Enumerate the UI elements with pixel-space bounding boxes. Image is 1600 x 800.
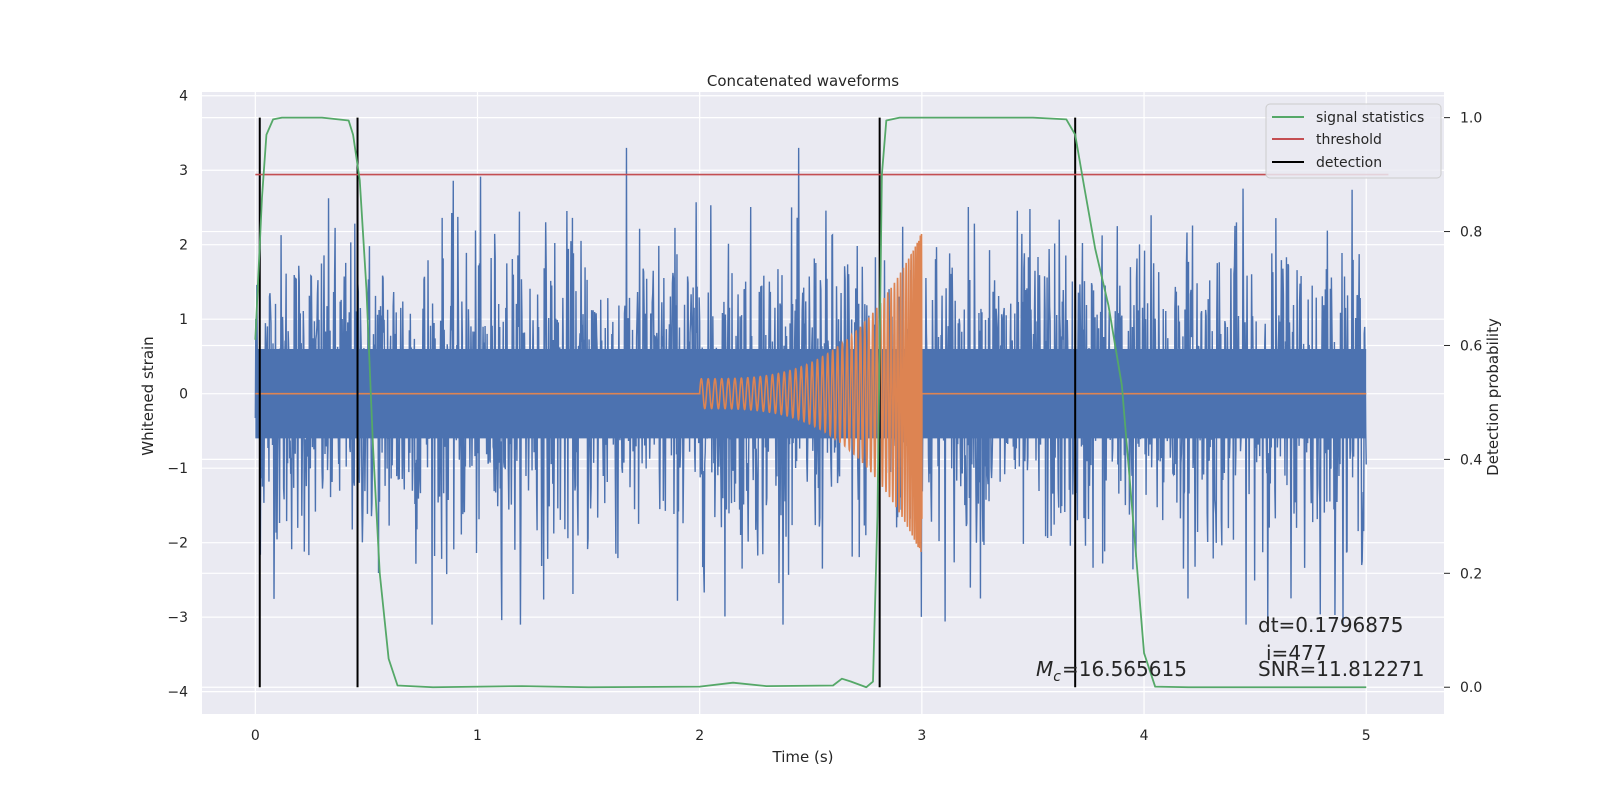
index-annotation: i=477 bbox=[1266, 641, 1327, 665]
x-tick-label: 0 bbox=[251, 728, 260, 744]
y2-tick-label: 0.8 bbox=[1460, 225, 1482, 241]
axes: 0 1 2 3 4 5 −4 −3 −2 −1 0 1 2 3 4 0.0 0.2 0.4 0.6 0.8 1.0 bbox=[167, 89, 1482, 744]
chirp-mass-annotation: =16.565615 bbox=[1062, 657, 1187, 681]
x-tick-label: 5 bbox=[1362, 728, 1371, 744]
snr-annotation: SNR=11.812271 bbox=[1258, 657, 1424, 681]
legend-label-detection: detection bbox=[1316, 155, 1382, 171]
y-tick-label: 4 bbox=[179, 89, 188, 105]
x-tick-label: 4 bbox=[1140, 728, 1149, 744]
x-tick-label: 1 bbox=[473, 728, 482, 744]
legend-frame bbox=[1265, 103, 1442, 179]
y-axis-label: Whitened strain bbox=[139, 336, 157, 455]
x-tick-label: 2 bbox=[695, 728, 704, 744]
chart-title: Concatenated waveforms bbox=[707, 72, 899, 90]
y-tick-label: 3 bbox=[179, 163, 188, 179]
dt-annotation: dt=0.1796875 bbox=[1258, 613, 1403, 637]
y-tick-label: 1 bbox=[179, 312, 188, 328]
y-tick-label: −1 bbox=[167, 461, 188, 477]
data-series bbox=[254, 116, 1389, 689]
template-chirp-line bbox=[255, 233, 1367, 553]
y2-tick-label: 0.2 bbox=[1460, 566, 1482, 582]
y2-tick-label: 1.0 bbox=[1460, 111, 1482, 127]
y-tick-label: 2 bbox=[179, 238, 188, 254]
x-axis-label: Time (s) bbox=[772, 748, 834, 766]
signal-statistics-line bbox=[254, 116, 1367, 689]
y-tick-label: 0 bbox=[179, 387, 188, 403]
x-tick-label: 3 bbox=[917, 728, 926, 744]
y-tick-label: −3 bbox=[167, 610, 188, 626]
legend-label-signal-statistics: signal statistics bbox=[1316, 110, 1424, 126]
y2-tick-label: 0.4 bbox=[1460, 452, 1482, 468]
y-tick-label: −4 bbox=[167, 685, 188, 701]
legend-label-threshold: threshold bbox=[1316, 132, 1382, 148]
y2-tick-label: 0.6 bbox=[1460, 338, 1482, 354]
legend: signal statistics threshold detection bbox=[1265, 103, 1442, 179]
y-tick-label: −2 bbox=[167, 536, 188, 552]
y2-tick-label: 0.0 bbox=[1460, 680, 1482, 696]
y2-axis-label: Detection probability bbox=[1484, 318, 1502, 476]
